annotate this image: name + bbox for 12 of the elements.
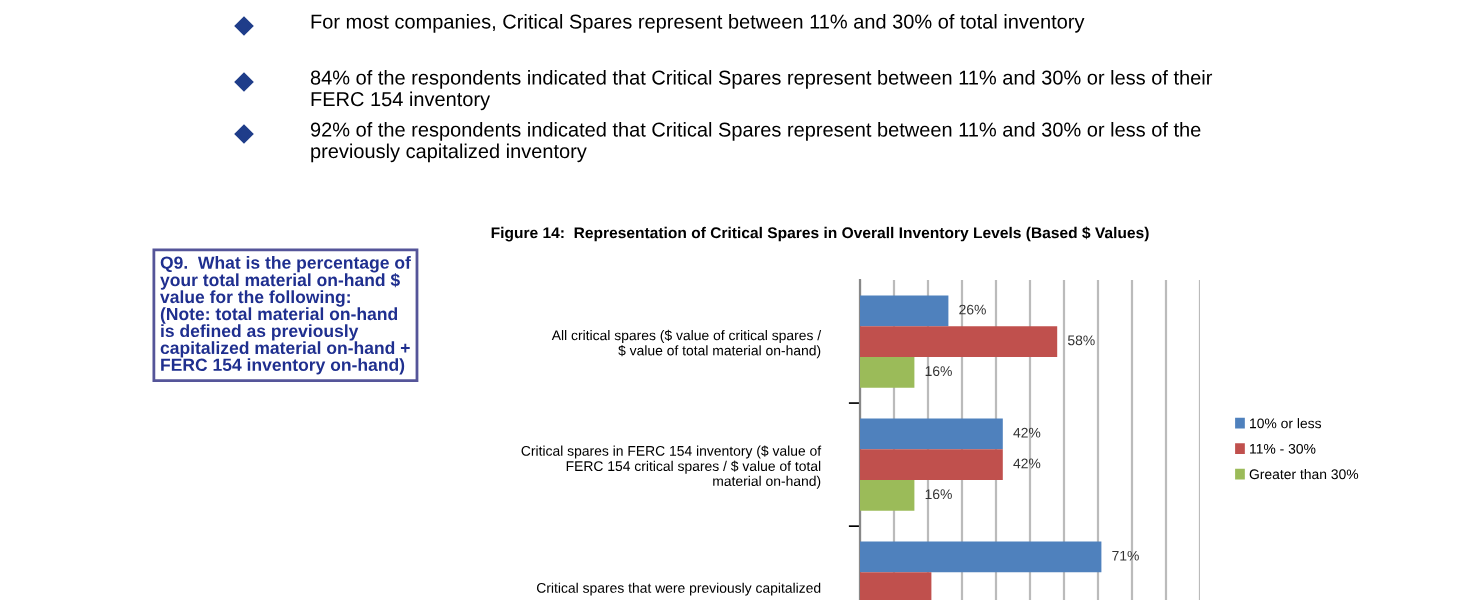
bar: [860, 356, 915, 388]
bar: [860, 541, 1102, 573]
bar: [860, 326, 1058, 357]
bar: [860, 572, 932, 600]
text: 84% of the respondents indicated that Critical Spares represent between 11% and 30% or less of their FERC 154 inventory: [310, 70, 1213, 111]
text: For most companies, Critical Spares represent between 11% and 30% of total inventory: [311, 14, 1085, 33]
bar: [860, 418, 1003, 450]
bar: [860, 295, 949, 327]
text: Q9. What is the percentage of your total material on-hand $ value for the following: (Note: total material on-hand is defined as previously capitalized material on-hand + FERC 154 inventory on-hand): [160, 256, 411, 375]
bar: [860, 480, 915, 511]
text: 92% of the respondents indicated that Critical Spares represent between 11% and 30% or less of the previously capitalized inventory: [310, 122, 1201, 163]
bar: [860, 449, 1003, 480]
